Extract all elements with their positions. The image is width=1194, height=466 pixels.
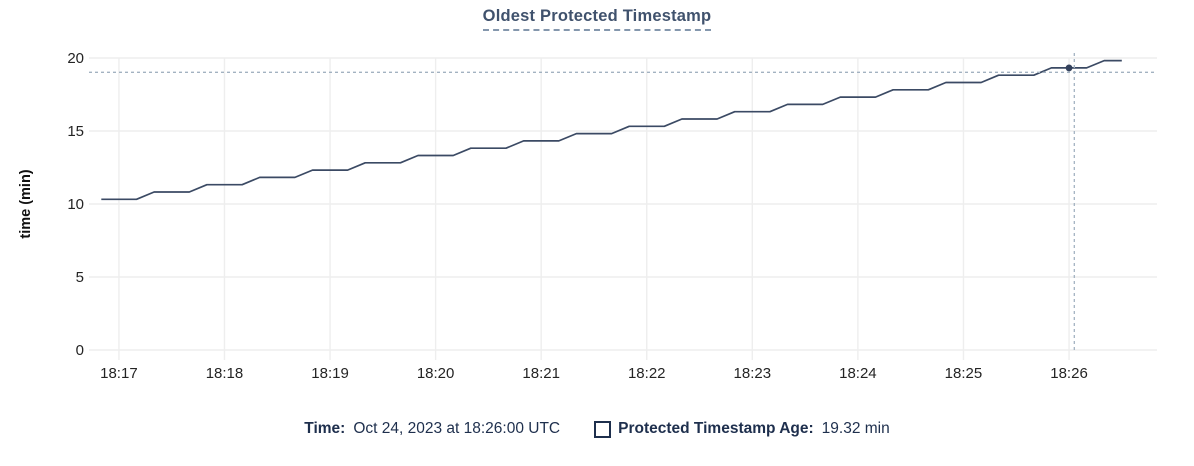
- x-tick-label: 18:23: [734, 365, 772, 382]
- y-tick-label: 0: [76, 342, 84, 359]
- x-tick-label: 18:22: [628, 365, 666, 382]
- x-tick-label: 18:21: [522, 365, 560, 382]
- time-value: Oct 24, 2023 at 18:26:00 UTC: [353, 420, 561, 437]
- x-tick-label: 18:24: [839, 365, 877, 382]
- y-axis-title: time (min): [18, 169, 34, 238]
- line-chart[interactable]: 0 5 10 15 20 18:17 18:18 18:19 18:20 18:21 18:22 18…: [0, 40, 1194, 406]
- series-line: [101, 59, 1122, 201]
- x-tick-label: 18:18: [206, 365, 244, 382]
- y-tick-label: 5: [76, 269, 84, 286]
- y-tick-label: 20: [67, 50, 84, 67]
- x-tick-label: 18:26: [1050, 365, 1088, 382]
- x-tick-label: 18:20: [417, 365, 455, 382]
- y-tick-label: 10: [67, 196, 84, 213]
- time-label: Time:: [304, 420, 346, 437]
- x-tick-label: 18:25: [945, 365, 983, 382]
- series-toggle-checkbox[interactable]: [594, 420, 612, 438]
- chart-plot-area[interactable]: [89, 58, 1157, 350]
- chart-title[interactable]: Oldest Protected Timestamp: [482, 7, 712, 31]
- y-tick-label: 15: [67, 123, 84, 140]
- hover-point-dot: [1065, 64, 1073, 72]
- x-tick-label: 18:17: [100, 365, 138, 382]
- x-tick-label: 18:19: [311, 365, 349, 382]
- series-value: 19.32 min: [821, 420, 890, 437]
- hover-legend: Time: Oct 24, 2023 at 18:26:00 UTC Prote…: [0, 420, 1194, 438]
- chart-header: Oldest Protected Timestamp: [0, 7, 1194, 31]
- series-name-label: Protected Timestamp Age:: [618, 420, 814, 437]
